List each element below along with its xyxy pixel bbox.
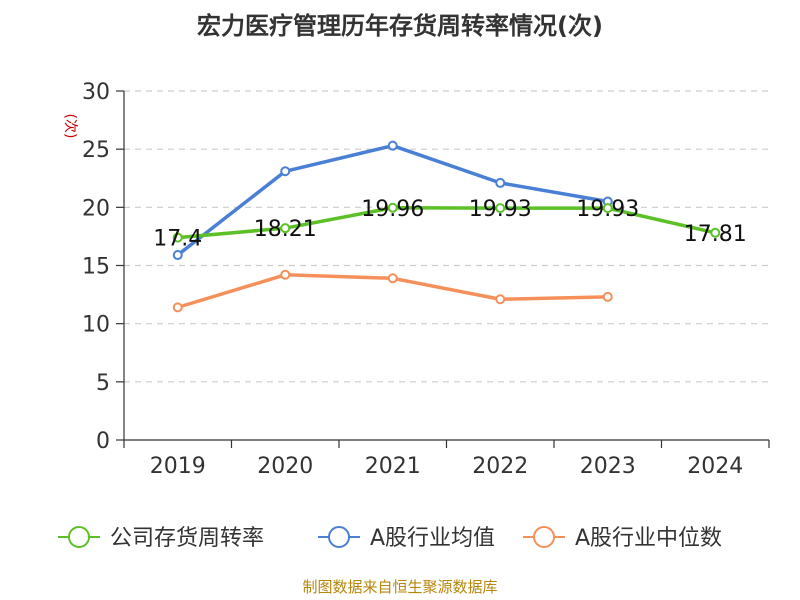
data-point[interactable]	[280, 166, 291, 177]
data-labels: 17.4 18.21 19.96 19.93 19.93 17.81	[153, 197, 746, 252]
legend-swatch-marker	[68, 526, 90, 548]
x-tick-label: 2024	[687, 454, 743, 479]
legend[interactable]: 公司存货周转率 A股行业均值 A股行业中位数	[58, 526, 722, 551]
y-tick-label: 0	[96, 429, 110, 454]
data-label: 19.96	[361, 197, 424, 222]
data-point[interactable]	[710, 227, 721, 238]
data-point[interactable]	[172, 250, 183, 261]
x-tick-label: 2021	[365, 454, 421, 479]
data-point[interactable]	[495, 177, 506, 188]
axes: 0 5 10 15 20 25 30 2019 2020 2021 2022 2023 2024	[82, 80, 770, 479]
data-point[interactable]	[495, 203, 506, 214]
y-tick-label: 5	[96, 371, 110, 396]
legend-item[interactable]: 公司存货周转率	[58, 526, 264, 551]
grid-lines	[124, 90, 769, 383]
data-label: 19.93	[469, 197, 532, 222]
data-point[interactable]	[602, 291, 613, 302]
data-point[interactable]	[280, 269, 291, 280]
data-point[interactable]	[387, 273, 398, 284]
series-2	[172, 269, 613, 313]
y-tick-label: 10	[82, 313, 110, 338]
legend-swatch-marker	[533, 526, 555, 548]
data-point[interactable]	[172, 232, 183, 243]
data-point[interactable]	[495, 294, 506, 305]
legend-item[interactable]: A股行业均值	[318, 526, 495, 551]
x-tick-label: 2020	[257, 454, 313, 479]
data-point[interactable]	[387, 140, 398, 151]
legend-label: A股行业均值	[370, 526, 495, 551]
y-tick-label: 20	[82, 196, 110, 221]
source-note: 制图数据来自恒生聚源数据库	[302, 578, 497, 596]
y-tick-label: 25	[82, 138, 110, 163]
data-point[interactable]	[602, 203, 613, 214]
series-0	[172, 202, 721, 243]
y-tick-label: 15	[82, 255, 110, 280]
data-label: 17.4	[153, 227, 202, 252]
series-line	[177, 206, 716, 240]
data-point[interactable]	[387, 202, 398, 213]
y-axis-label: (次)	[62, 114, 78, 139]
y-tick-label: 30	[82, 80, 110, 105]
x-tick-label: 2023	[580, 454, 636, 479]
data-point[interactable]	[172, 302, 183, 313]
legend-item[interactable]: A股行业中位数	[523, 526, 722, 551]
chart-title: 宏力医疗管理历年存货周转率情况(次)	[197, 12, 603, 40]
legend-label: 公司存货周转率	[110, 526, 264, 551]
x-tick-label: 2022	[472, 454, 528, 479]
series-lines	[172, 140, 721, 313]
legend-label: A股行业中位数	[575, 526, 722, 551]
series-1	[172, 140, 613, 261]
data-label: 18.21	[254, 217, 317, 242]
data-point[interactable]	[280, 223, 291, 234]
x-tick-label: 2019	[150, 454, 206, 479]
data-label: 17.81	[684, 222, 747, 247]
legend-swatch-marker	[328, 526, 350, 548]
data-label: 19.93	[576, 197, 639, 222]
